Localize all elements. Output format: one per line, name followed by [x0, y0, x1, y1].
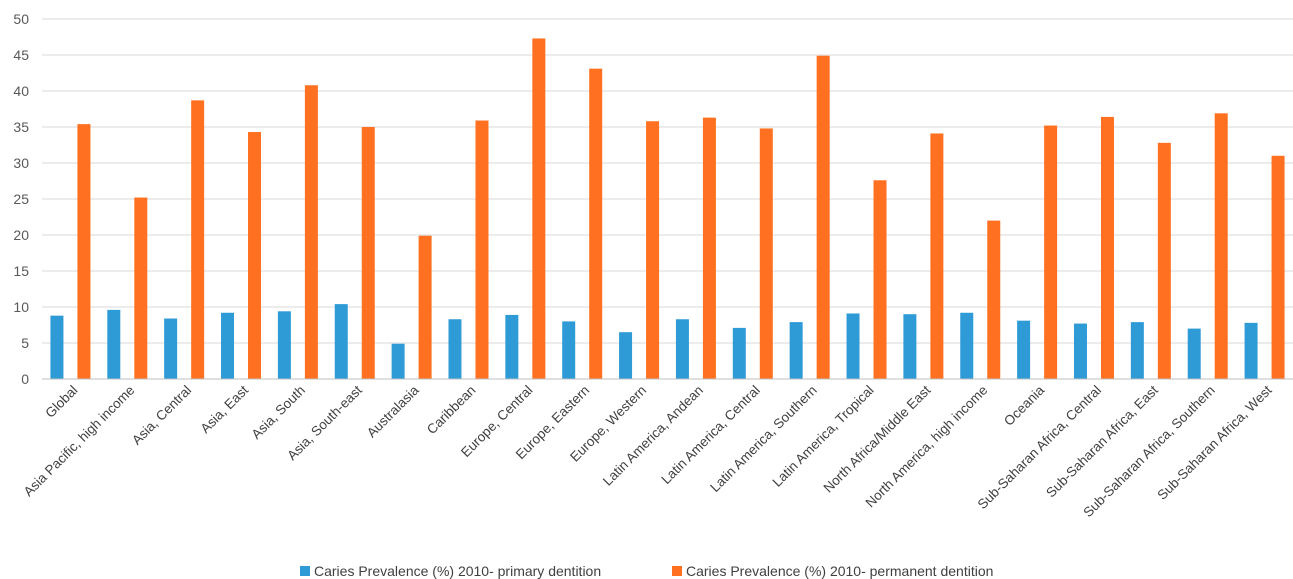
bar-primary-dentition [50, 315, 64, 379]
bar-permanent-dentition [1044, 125, 1058, 379]
bar-permanent-dentition [1214, 113, 1228, 379]
bar-permanent-dentition [759, 128, 773, 379]
bar-primary-dentition [277, 311, 291, 379]
legend-swatch-primary [300, 566, 310, 576]
bar-primary-dentition [1073, 323, 1087, 379]
bar-primary-dentition [789, 322, 803, 379]
bar-primary-dentition [619, 332, 633, 379]
bar-permanent-dentition [1157, 142, 1171, 379]
bar-primary-dentition [1187, 328, 1201, 379]
x-category-label: North America, high income [863, 383, 991, 511]
y-tick-label: 20 [13, 227, 29, 243]
legend-swatch-permanent [672, 566, 682, 576]
bar-primary-dentition [1130, 322, 1144, 379]
x-category-label: Asia, Central [129, 383, 194, 448]
y-tick-label: 0 [21, 371, 29, 387]
bar-primary-dentition [675, 319, 689, 379]
bar-permanent-dentition [532, 38, 546, 379]
bar-permanent-dentition [1100, 116, 1114, 380]
bar-primary-dentition [334, 304, 348, 379]
y-tick-label: 40 [13, 83, 29, 99]
legend-label-primary: Caries Prevalence (%) 2010- primary dent… [314, 563, 601, 579]
x-category-label: Sub-Saharan Africa, East [1043, 382, 1161, 500]
y-tick-label: 30 [13, 155, 29, 171]
bar-permanent-dentition [304, 85, 318, 380]
x-category-label: Australasia [364, 382, 422, 440]
bar-permanent-dentition [589, 68, 603, 380]
bar-permanent-dentition [816, 55, 830, 379]
bar-primary-dentition [505, 314, 519, 379]
y-axis-ticks: 0 5 10 15 20 25 30 35 40 45 50 [13, 11, 29, 387]
bar-primary-dentition [391, 343, 405, 379]
y-tick-label: 35 [13, 119, 29, 135]
bar-primary-dentition [846, 313, 860, 379]
x-category-label: Latin America, Central [658, 383, 763, 488]
bar-permanent-dentition [930, 133, 944, 379]
bar-primary-dentition [960, 312, 974, 379]
x-category-label: Oceania [1001, 382, 1048, 429]
y-tick-label: 25 [13, 191, 29, 207]
bar-primary-dentition [562, 321, 576, 379]
x-category-label: Latin America, Tropical [769, 383, 876, 490]
bar-permanent-dentition [134, 197, 148, 379]
bar-permanent-dentition [475, 120, 489, 380]
y-tick-label: 10 [13, 299, 29, 315]
bar-permanent-dentition [418, 235, 432, 379]
x-category-label: Caribbean [424, 383, 479, 438]
bar-primary-dentition [732, 327, 746, 379]
bar-primary-dentition [107, 309, 121, 379]
x-category-label: Global [42, 383, 80, 421]
x-category-label: North Africa/Middle East [821, 382, 934, 495]
bar-permanent-dentition [361, 127, 375, 379]
y-tick-label: 5 [21, 335, 29, 351]
x-category-label: Sub-Saharan Africa, West [1154, 382, 1274, 502]
y-tick-label: 15 [13, 263, 29, 279]
bar-primary-dentition [221, 312, 235, 379]
bar-primary-dentition [448, 319, 462, 379]
x-category-label: Asia Pacific, high income [21, 383, 138, 500]
bar-primary-dentition [1017, 320, 1031, 379]
legend: Caries Prevalence (%) 2010- primary dent… [300, 563, 993, 579]
bar-permanent-dentition [702, 117, 716, 379]
legend-label-permanent: Caries Prevalence (%) 2010- permanent de… [686, 563, 993, 579]
bar-permanent-dentition [77, 124, 91, 380]
x-category-label: Asia, South [249, 383, 308, 442]
bar-permanent-dentition [646, 121, 660, 380]
bar-permanent-dentition [873, 180, 887, 379]
y-tick-label: 50 [13, 11, 29, 27]
bar-permanent-dentition [191, 100, 205, 380]
bar-primary-dentition [1244, 322, 1258, 379]
x-category-label: Latin America, Southern [707, 383, 819, 495]
x-category-label: Latin America, Andean [600, 383, 706, 489]
bar-permanent-dentition [987, 220, 1001, 379]
x-category-label: Asia, East [198, 382, 252, 436]
bar-permanent-dentition [248, 132, 262, 379]
bar-primary-dentition [164, 318, 178, 379]
bars [50, 38, 1285, 380]
y-tick-label: 45 [13, 47, 29, 63]
bar-primary-dentition [903, 314, 917, 379]
bar-permanent-dentition [1271, 155, 1285, 379]
